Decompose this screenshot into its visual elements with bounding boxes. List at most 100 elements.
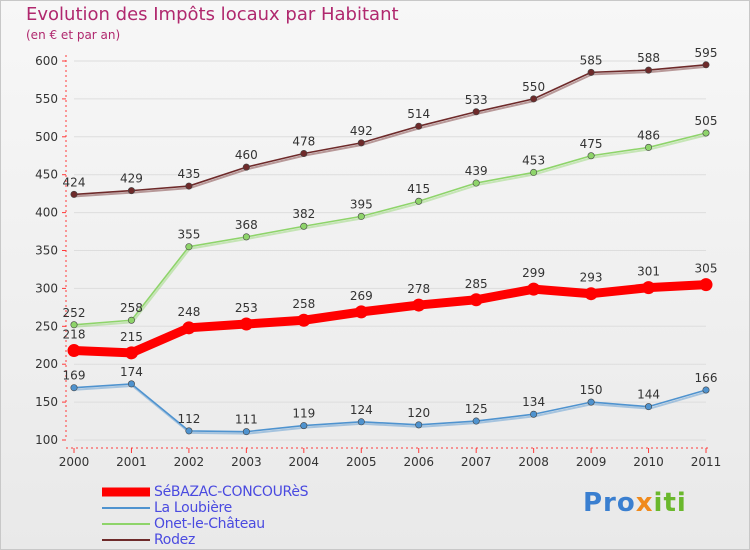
point-sebazac-concoures-2009	[584, 287, 598, 301]
data-label-rodez-2006: 514	[407, 107, 430, 121]
series-shadow-la-loubiere	[74, 384, 708, 435]
point-rodez-2007	[472, 108, 480, 116]
data-label-sebazac-concoures-2006: 278	[407, 282, 430, 296]
x-tick-label-2008: 2008	[518, 455, 549, 469]
data-label-la-loubiere-2000: 169	[63, 369, 86, 383]
legend-label-sebazac: SéBAZAC-CONCOURèS	[154, 484, 309, 500]
x-tick-label-2000: 2000	[59, 455, 90, 469]
point-onet-le-chateau-2004	[300, 222, 308, 230]
point-sebazac-concoures-2008	[527, 282, 541, 296]
point-onet-le-chateau-2009	[587, 152, 595, 160]
y-tick-label-150: 150	[35, 395, 58, 409]
data-label-la-loubiere-2006: 120	[407, 406, 430, 420]
point-la-loubiere-2011	[702, 386, 710, 394]
data-label-rodez-2011: 595	[695, 46, 718, 60]
point-rodez-2010	[645, 66, 653, 74]
data-label-la-loubiere-2007: 125	[465, 402, 488, 416]
point-la-loubiere-2006	[415, 421, 423, 429]
x-tick-label-2011: 2011	[691, 455, 722, 469]
data-label-rodez-2007: 533	[465, 93, 488, 107]
y-tick-label-250: 250	[35, 319, 58, 333]
data-label-onet-le-chateau-2003: 368	[235, 218, 258, 232]
point-onet-le-chateau-2006	[415, 197, 423, 205]
proxiti-logo: Proxiti	[583, 488, 687, 518]
point-sebazac-concoures-2007	[469, 293, 483, 307]
data-label-rodez-2001: 429	[120, 172, 143, 186]
data-label-la-loubiere-2005: 124	[350, 403, 373, 417]
data-label-onet-le-chateau-2008: 453	[522, 153, 545, 167]
legend-swatch-sebazac	[102, 487, 150, 497]
point-onet-le-chateau-2001	[127, 316, 135, 324]
data-label-rodez-2009: 585	[580, 53, 603, 67]
point-rodez-2002	[185, 182, 193, 190]
point-onet-le-chateau-2005	[357, 212, 365, 220]
data-label-la-loubiere-2009: 150	[580, 383, 603, 397]
x-tick-label-2005: 2005	[346, 455, 377, 469]
data-label-sebazac-concoures-2001: 215	[120, 330, 143, 344]
data-label-onet-le-chateau-2009: 475	[580, 137, 603, 151]
point-la-loubiere-2001	[127, 380, 135, 388]
point-rodez-2004	[300, 149, 308, 157]
x-tick-label-2006: 2006	[403, 455, 434, 469]
data-label-onet-le-chateau-2005: 395	[350, 197, 373, 211]
legend-label-onet: Onet-le-Château	[154, 516, 265, 532]
point-sebazac-concoures-2002	[182, 321, 196, 335]
data-label-sebazac-concoures-2008: 299	[522, 266, 545, 280]
data-label-sebazac-concoures-2010: 301	[637, 265, 660, 279]
series-line-la-loubiere	[73, 383, 707, 433]
point-onet-le-chateau-2011	[702, 129, 710, 137]
series-shadow-rodez	[74, 65, 708, 198]
point-la-loubiere-2008	[530, 410, 538, 418]
logo-part-2: x	[635, 488, 654, 518]
y-tick-label-500: 500	[35, 130, 58, 144]
data-label-rodez-2000: 424	[63, 175, 86, 189]
point-sebazac-concoures-2006	[412, 298, 426, 312]
point-rodez-2003	[242, 163, 250, 171]
data-label-sebazac-concoures-2004: 258	[292, 297, 315, 311]
x-tick-label-2002: 2002	[174, 455, 205, 469]
data-label-rodez-2002: 435	[177, 167, 200, 181]
data-label-la-loubiere-2002: 112	[177, 412, 200, 426]
data-label-onet-le-chateau-2004: 382	[292, 207, 315, 221]
point-onet-le-chateau-2003	[242, 233, 250, 241]
point-rodez-2006	[415, 122, 423, 130]
legend-swatch-onet	[102, 523, 150, 525]
point-la-loubiere-2009	[587, 398, 595, 406]
data-label-la-loubiere-2011: 166	[695, 371, 718, 385]
series-line-onet-le-chateau	[73, 132, 707, 326]
data-label-la-loubiere-2004: 119	[292, 407, 315, 421]
data-label-rodez-2005: 492	[350, 124, 373, 138]
point-sebazac-concoures-2011	[699, 278, 713, 292]
data-label-rodez-2008: 550	[522, 80, 545, 94]
legend-label-la-loubiere: La Loubière	[154, 500, 232, 516]
data-label-la-loubiere-2001: 174	[120, 365, 143, 379]
data-label-rodez-2004: 478	[292, 134, 315, 148]
chart-title: Evolution des Impôts locaux par Habitant	[26, 4, 399, 25]
data-label-la-loubiere-2003: 111	[235, 413, 258, 427]
point-rodez-2005	[357, 139, 365, 147]
y-tick-label-450: 450	[35, 168, 58, 182]
data-label-la-loubiere-2010: 144	[637, 388, 660, 402]
y-tick-label-550: 550	[35, 92, 58, 106]
y-tick-label-100: 100	[35, 433, 58, 447]
y-tick-label-300: 300	[35, 281, 58, 295]
series-shadow-onet-le-chateau	[74, 134, 708, 328]
x-tick-label-2010: 2010	[633, 455, 664, 469]
legend-label-rodez: Rodez	[154, 532, 196, 548]
legend-swatch-la-loubiere	[102, 507, 150, 509]
data-label-rodez-2010: 588	[637, 51, 660, 65]
data-label-rodez-2003: 460	[235, 148, 258, 162]
y-tick-label-350: 350	[35, 244, 58, 258]
point-onet-le-chateau-2000	[70, 321, 78, 329]
data-label-onet-le-chateau-2002: 355	[177, 228, 200, 242]
series-line-rodez	[73, 63, 707, 196]
point-la-loubiere-2002	[185, 427, 193, 435]
x-tick-label-2009: 2009	[576, 455, 607, 469]
chart-subtitle: (en € et par an)	[26, 28, 121, 42]
point-rodez-2008	[530, 95, 538, 103]
point-sebazac-concoures-2005	[354, 305, 368, 319]
data-label-sebazac-concoures-2000: 218	[63, 328, 86, 342]
point-rodez-2009	[587, 68, 595, 76]
